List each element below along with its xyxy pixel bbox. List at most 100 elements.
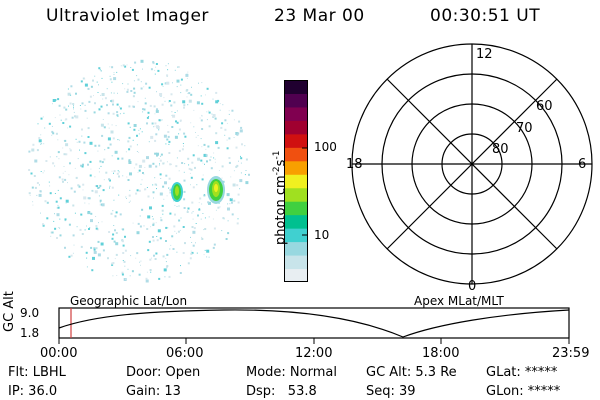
- speckle-pixel: [42, 224, 45, 227]
- speckle-pixel: [138, 129, 140, 131]
- speckle-pixel: [171, 126, 174, 128]
- speckle-pixel: [112, 233, 115, 236]
- speckle-pixel: [155, 222, 157, 224]
- speckle-pixel: [64, 246, 66, 249]
- speckle-pixel: [132, 139, 134, 141]
- speckle-pixel: [201, 102, 204, 105]
- speckle-pixel: [227, 232, 230, 235]
- speckle-pixel: [130, 90, 133, 92]
- speckle-pixel: [183, 207, 186, 209]
- speckle-pixel: [133, 105, 135, 108]
- speckle-pixel: [141, 131, 143, 133]
- speckle-pixel: [102, 249, 105, 252]
- speckle-pixel: [80, 80, 83, 83]
- speckle-pixel: [79, 105, 81, 106]
- speckle-pixel: [179, 119, 182, 122]
- speckle-pixel: [36, 182, 39, 184]
- speckle-pixel: [33, 175, 36, 177]
- speckle-pixel: [94, 144, 97, 147]
- speckle-pixel: [210, 167, 213, 170]
- speckle-pixel: [127, 268, 129, 270]
- speckle-pixel: [208, 111, 211, 114]
- speckle-pixel: [185, 89, 188, 92]
- speckle-pixel: [90, 212, 93, 215]
- speckle-pixel: [42, 223, 44, 226]
- speckle-pixel: [167, 69, 169, 71]
- speckle-pixel: [176, 110, 178, 112]
- speckle-pixel: [87, 163, 89, 166]
- speckle-pixel: [97, 92, 99, 93]
- auroral-spot-right: [207, 176, 225, 204]
- speckle-pixel: [171, 111, 173, 113]
- speckle-pixel: [152, 224, 155, 226]
- speckle-pixel: [119, 139, 120, 141]
- colorbar-band: [284, 228, 308, 243]
- speckle-pixel: [158, 158, 160, 159]
- speckle-pixel: [44, 127, 46, 129]
- speckle-pixel: [207, 201, 210, 204]
- speckle-pixel: [62, 147, 64, 149]
- speckle-pixel: [239, 188, 241, 190]
- speckle-pixel: [48, 181, 50, 183]
- speckle-pixel: [111, 262, 114, 265]
- speckle-pixel: [145, 82, 148, 85]
- speckle-pixel: [142, 111, 144, 113]
- speckle-pixel: [168, 187, 170, 189]
- speckle-pixel: [99, 184, 102, 187]
- speckle-pixel: [191, 86, 192, 88]
- speckle-pixel: [160, 219, 163, 222]
- speckle-pixel: [226, 122, 228, 124]
- speckle-pixel: [238, 160, 239, 162]
- speckle-pixel: [50, 235, 52, 237]
- speckle-pixel: [140, 264, 141, 266]
- colorbar-band: [284, 187, 308, 202]
- speckle-pixel: [118, 194, 120, 196]
- speckle-pixel: [133, 80, 135, 82]
- speckle-pixel: [112, 275, 114, 277]
- speckle-pixel: [126, 176, 128, 178]
- speckle-pixel: [57, 98, 60, 101]
- speckle-pixel: [90, 168, 92, 170]
- speckle-pixel: [143, 225, 145, 227]
- speckle-pixel: [160, 155, 162, 157]
- speckle-pixel: [81, 233, 84, 235]
- speckle-pixel: [170, 244, 172, 246]
- speckle-pixel: [87, 136, 90, 138]
- speckle-pixel: [122, 228, 125, 231]
- speckle-pixel: [79, 149, 80, 151]
- speckle-pixel: [62, 172, 64, 174]
- speckle-pixel: [154, 73, 156, 75]
- speckle-pixel: [90, 219, 93, 223]
- speckle-pixel: [125, 196, 127, 198]
- speckle-pixel: [182, 252, 185, 254]
- speckle-pixel: [89, 227, 91, 229]
- status-glon: GLon: *****: [486, 384, 561, 399]
- speckle-pixel: [115, 253, 118, 256]
- speckle-pixel: [174, 230, 176, 232]
- timeline-y-bottom: 1.8: [20, 326, 40, 340]
- speckle-pixel: [165, 261, 167, 263]
- speckle-pixel: [74, 212, 76, 214]
- speckle-pixel: [248, 173, 250, 176]
- speckle-pixel: [173, 200, 174, 202]
- speckle-pixel: [124, 249, 127, 252]
- speckle-pixel: [73, 111, 75, 113]
- speckle-pixel: [213, 152, 215, 154]
- speckle-pixel: [192, 244, 195, 247]
- polar-lat-label-70: 70: [516, 121, 533, 136]
- speckle-pixel: [54, 165, 56, 167]
- speckle-pixel: [123, 260, 126, 263]
- speckle-pixel: [178, 128, 181, 131]
- speckle-pixel: [55, 132, 58, 135]
- speckle-pixel: [169, 212, 172, 215]
- speckle-pixel: [154, 125, 156, 127]
- speckle-pixel: [219, 109, 221, 111]
- speckle-pixel: [127, 140, 130, 143]
- speckle-pixel: [176, 157, 178, 159]
- speckle-pixel: [193, 126, 195, 128]
- speckle-pixel: [197, 145, 199, 147]
- speckle-pixel: [119, 106, 120, 108]
- speckle-pixel: [87, 87, 90, 90]
- speckle-pixel: [140, 260, 142, 262]
- speckle-pixel: [188, 164, 190, 166]
